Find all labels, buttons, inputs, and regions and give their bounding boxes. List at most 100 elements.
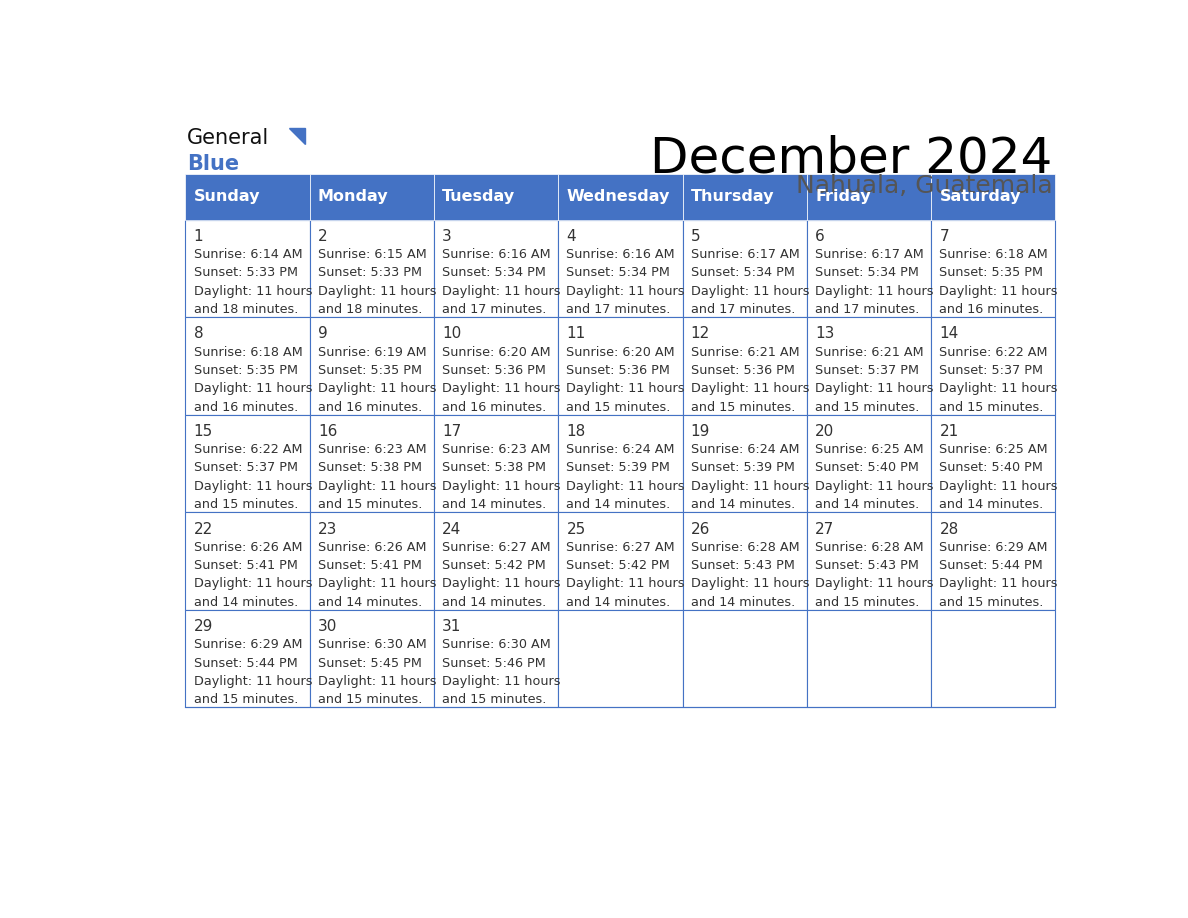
FancyBboxPatch shape <box>931 219 1055 318</box>
Text: and 14 minutes.: and 14 minutes. <box>442 498 546 511</box>
Text: Sunset: 5:43 PM: Sunset: 5:43 PM <box>815 559 920 572</box>
Text: Daylight: 11 hours: Daylight: 11 hours <box>690 285 809 297</box>
FancyBboxPatch shape <box>931 610 1055 708</box>
Text: Sunset: 5:36 PM: Sunset: 5:36 PM <box>567 364 670 377</box>
Text: Sunset: 5:36 PM: Sunset: 5:36 PM <box>442 364 546 377</box>
Text: Daylight: 11 hours: Daylight: 11 hours <box>318 480 436 493</box>
Text: 10: 10 <box>442 327 461 341</box>
FancyBboxPatch shape <box>931 415 1055 512</box>
Text: Sunset: 5:35 PM: Sunset: 5:35 PM <box>940 266 1043 279</box>
Text: 21: 21 <box>940 424 959 439</box>
FancyBboxPatch shape <box>807 174 931 219</box>
Text: 7: 7 <box>940 229 949 244</box>
Text: and 15 minutes.: and 15 minutes. <box>194 498 298 511</box>
Text: and 17 minutes.: and 17 minutes. <box>442 303 546 316</box>
Text: Sunset: 5:38 PM: Sunset: 5:38 PM <box>442 462 546 475</box>
Text: Sunset: 5:34 PM: Sunset: 5:34 PM <box>442 266 546 279</box>
Text: Sunrise: 6:16 AM: Sunrise: 6:16 AM <box>442 248 551 261</box>
Text: and 14 minutes.: and 14 minutes. <box>194 596 298 609</box>
Text: Sunrise: 6:22 AM: Sunrise: 6:22 AM <box>940 345 1048 359</box>
Text: and 18 minutes.: and 18 minutes. <box>194 303 298 316</box>
Text: Daylight: 11 hours: Daylight: 11 hours <box>318 382 436 396</box>
Text: Daylight: 11 hours: Daylight: 11 hours <box>194 577 312 590</box>
Text: and 15 minutes.: and 15 minutes. <box>318 693 422 706</box>
Text: Sunrise: 6:21 AM: Sunrise: 6:21 AM <box>690 345 800 359</box>
Polygon shape <box>290 128 305 144</box>
Text: Sunset: 5:34 PM: Sunset: 5:34 PM <box>567 266 670 279</box>
Text: and 14 minutes.: and 14 minutes. <box>567 498 671 511</box>
Text: Daylight: 11 hours: Daylight: 11 hours <box>815 285 934 297</box>
Text: Sunrise: 6:27 AM: Sunrise: 6:27 AM <box>567 541 675 554</box>
Text: Sunset: 5:34 PM: Sunset: 5:34 PM <box>690 266 795 279</box>
FancyBboxPatch shape <box>434 219 558 318</box>
Text: and 16 minutes.: and 16 minutes. <box>194 400 298 414</box>
Text: Daylight: 11 hours: Daylight: 11 hours <box>940 577 1057 590</box>
Text: Sunday: Sunday <box>194 189 260 204</box>
Text: Nahuala, Guatemala: Nahuala, Guatemala <box>796 174 1053 197</box>
Text: Daylight: 11 hours: Daylight: 11 hours <box>194 285 312 297</box>
FancyBboxPatch shape <box>807 512 931 610</box>
Text: 20: 20 <box>815 424 834 439</box>
Text: 14: 14 <box>940 327 959 341</box>
Text: Sunrise: 6:26 AM: Sunrise: 6:26 AM <box>318 541 426 554</box>
Text: and 15 minutes.: and 15 minutes. <box>690 400 795 414</box>
Text: Daylight: 11 hours: Daylight: 11 hours <box>567 480 685 493</box>
Text: Daylight: 11 hours: Daylight: 11 hours <box>815 577 934 590</box>
FancyBboxPatch shape <box>931 318 1055 415</box>
Text: and 17 minutes.: and 17 minutes. <box>815 303 920 316</box>
FancyBboxPatch shape <box>310 610 434 708</box>
Text: 31: 31 <box>442 619 462 634</box>
Text: Daylight: 11 hours: Daylight: 11 hours <box>318 285 436 297</box>
FancyBboxPatch shape <box>807 415 931 512</box>
Text: Sunset: 5:41 PM: Sunset: 5:41 PM <box>194 559 297 572</box>
Text: and 14 minutes.: and 14 minutes. <box>690 498 795 511</box>
Text: Sunset: 5:44 PM: Sunset: 5:44 PM <box>194 656 297 669</box>
Text: Sunset: 5:34 PM: Sunset: 5:34 PM <box>815 266 920 279</box>
Text: Sunset: 5:45 PM: Sunset: 5:45 PM <box>318 656 422 669</box>
Text: 5: 5 <box>690 229 701 244</box>
Text: Daylight: 11 hours: Daylight: 11 hours <box>442 480 561 493</box>
Text: Sunrise: 6:17 AM: Sunrise: 6:17 AM <box>690 248 800 261</box>
Text: Sunrise: 6:17 AM: Sunrise: 6:17 AM <box>815 248 924 261</box>
Text: and 15 minutes.: and 15 minutes. <box>318 498 422 511</box>
Text: and 15 minutes.: and 15 minutes. <box>442 693 546 706</box>
FancyBboxPatch shape <box>310 174 434 219</box>
Text: Sunrise: 6:18 AM: Sunrise: 6:18 AM <box>940 248 1048 261</box>
Text: Sunrise: 6:27 AM: Sunrise: 6:27 AM <box>442 541 551 554</box>
Text: Daylight: 11 hours: Daylight: 11 hours <box>567 285 685 297</box>
Text: 12: 12 <box>690 327 710 341</box>
Text: 29: 29 <box>194 619 213 634</box>
FancyBboxPatch shape <box>434 610 558 708</box>
Text: Daylight: 11 hours: Daylight: 11 hours <box>690 480 809 493</box>
Text: Daylight: 11 hours: Daylight: 11 hours <box>442 675 561 688</box>
Text: Daylight: 11 hours: Daylight: 11 hours <box>940 480 1057 493</box>
FancyBboxPatch shape <box>558 610 682 708</box>
Text: Sunrise: 6:20 AM: Sunrise: 6:20 AM <box>567 345 675 359</box>
Text: 24: 24 <box>442 521 461 536</box>
Text: 11: 11 <box>567 327 586 341</box>
FancyBboxPatch shape <box>682 610 807 708</box>
Text: 16: 16 <box>318 424 337 439</box>
Text: Sunrise: 6:19 AM: Sunrise: 6:19 AM <box>318 345 426 359</box>
Text: Thursday: Thursday <box>690 189 775 204</box>
FancyBboxPatch shape <box>807 610 931 708</box>
Text: Sunrise: 6:24 AM: Sunrise: 6:24 AM <box>567 443 675 456</box>
FancyBboxPatch shape <box>682 174 807 219</box>
FancyBboxPatch shape <box>682 318 807 415</box>
Text: 6: 6 <box>815 229 824 244</box>
FancyBboxPatch shape <box>807 318 931 415</box>
Text: and 16 minutes.: and 16 minutes. <box>442 400 546 414</box>
Text: Sunrise: 6:14 AM: Sunrise: 6:14 AM <box>194 248 302 261</box>
Text: Daylight: 11 hours: Daylight: 11 hours <box>690 382 809 396</box>
Text: and 14 minutes.: and 14 minutes. <box>318 596 422 609</box>
FancyBboxPatch shape <box>807 219 931 318</box>
Text: Sunset: 5:35 PM: Sunset: 5:35 PM <box>194 364 298 377</box>
Text: and 15 minutes.: and 15 minutes. <box>567 400 671 414</box>
Text: and 16 minutes.: and 16 minutes. <box>318 400 422 414</box>
Text: Wednesday: Wednesday <box>567 189 670 204</box>
FancyBboxPatch shape <box>931 512 1055 610</box>
FancyBboxPatch shape <box>558 415 682 512</box>
Text: Sunset: 5:40 PM: Sunset: 5:40 PM <box>940 462 1043 475</box>
Text: 1: 1 <box>194 229 203 244</box>
Text: Daylight: 11 hours: Daylight: 11 hours <box>940 382 1057 396</box>
